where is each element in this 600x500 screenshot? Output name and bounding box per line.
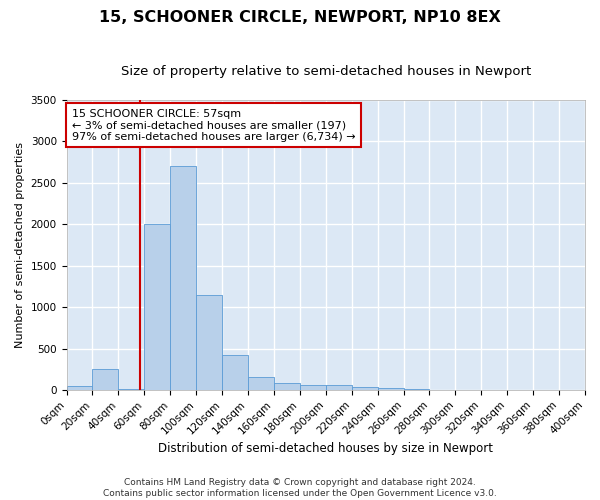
Text: 15, SCHOONER CIRCLE, NEWPORT, NP10 8EX: 15, SCHOONER CIRCLE, NEWPORT, NP10 8EX (99, 10, 501, 25)
Bar (196, 294, 222, 390)
Bar (274, 384, 300, 390)
Bar (118, 389, 144, 390)
Bar (352, 387, 377, 390)
X-axis label: Distribution of semi-detached houses by size in Newport: Distribution of semi-detached houses by … (158, 442, 493, 455)
Text: Contains HM Land Registry data © Crown copyright and database right 2024.
Contai: Contains HM Land Registry data © Crown c… (103, 478, 497, 498)
Y-axis label: Number of semi-detached properties: Number of semi-detached properties (15, 142, 25, 348)
Bar (248, 377, 274, 390)
Bar (326, 385, 352, 390)
Title: Size of property relative to semi-detached houses in Newport: Size of property relative to semi-detach… (121, 65, 531, 78)
Bar (377, 388, 404, 390)
Bar (144, 224, 170, 390)
Text: 15 SCHOONER CIRCLE: 57sqm
← 3% of semi-detached houses are smaller (197)
97% of : 15 SCHOONER CIRCLE: 57sqm ← 3% of semi-d… (72, 108, 355, 142)
Bar (222, 355, 248, 390)
Bar (67, 386, 92, 390)
Bar (170, 166, 196, 390)
Bar (300, 385, 326, 390)
Bar (92, 369, 118, 390)
